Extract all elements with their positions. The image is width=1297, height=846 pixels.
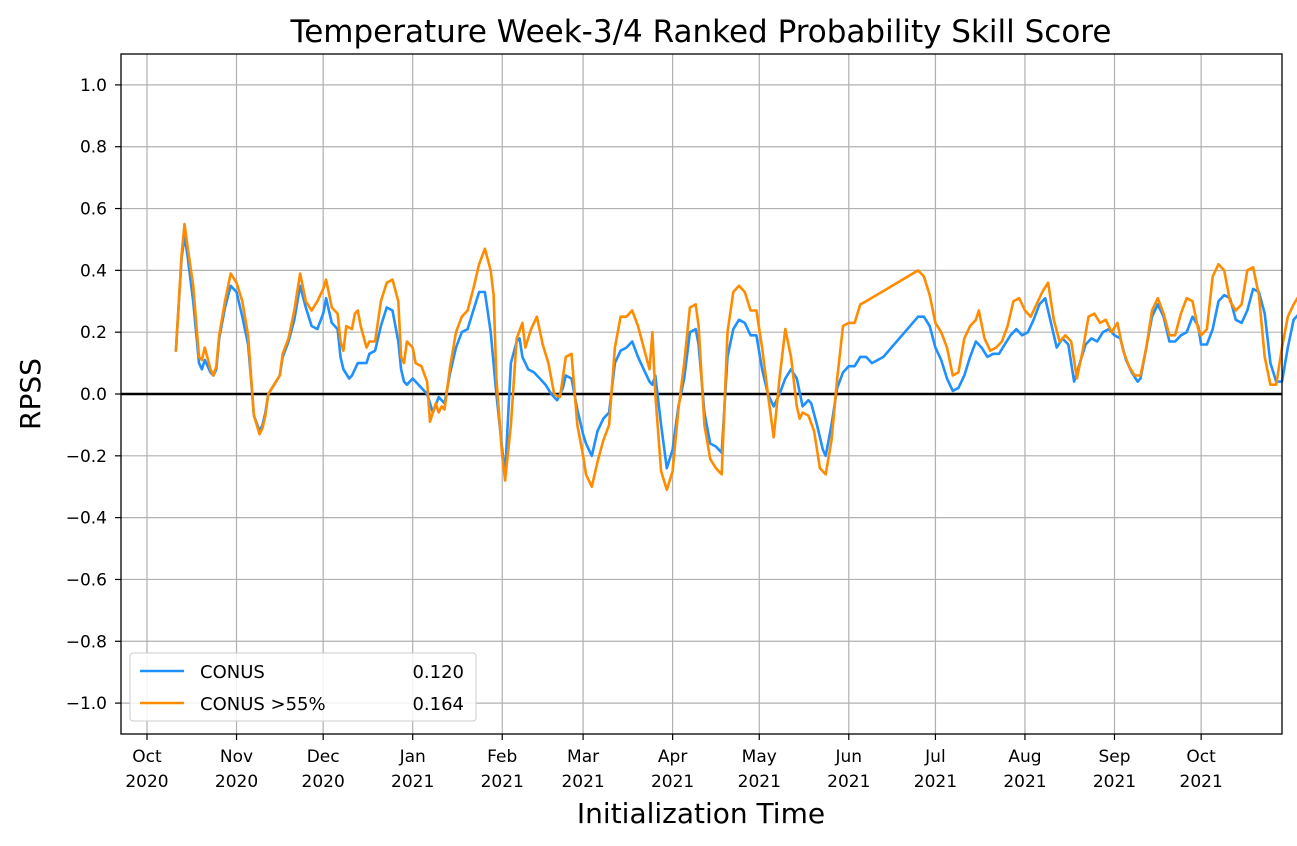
y-tick-label: −1.0 xyxy=(66,694,107,714)
y-tick-label: −0.2 xyxy=(66,447,107,467)
x-tick-label-year: 2021 xyxy=(914,772,957,792)
legend-box xyxy=(129,652,477,722)
x-tick-label-month: Sep xyxy=(1098,747,1130,767)
x-tick-label-year: 2021 xyxy=(1003,772,1046,792)
x-tick-label-year: 2021 xyxy=(827,772,870,792)
y-axis-label: RPSS xyxy=(14,358,47,430)
legend-label: CONUS >55% xyxy=(200,694,326,715)
x-tick-label-year: 2021 xyxy=(1093,772,1136,792)
x-tick-label-year: 2021 xyxy=(481,772,524,792)
x-tick-label-month: Aug xyxy=(1008,747,1041,767)
x-tick-label-month: Apr xyxy=(658,747,687,767)
y-tick-label: 0.4 xyxy=(80,261,107,281)
x-tick-label-year: 2021 xyxy=(561,772,604,792)
x-tick-label-month: Dec xyxy=(307,747,340,767)
x-tick-label-month: Oct xyxy=(132,747,162,767)
legend-value: 0.164 xyxy=(412,694,464,715)
y-tick-label: −0.8 xyxy=(66,632,107,652)
x-tick-label-month: Nov xyxy=(220,747,253,767)
x-tick-label-month: Jun xyxy=(835,747,863,767)
y-tick-label: 0.6 xyxy=(80,200,107,220)
y-tick-label: 0.0 xyxy=(80,385,107,405)
y-axis-ticks: −1.0 −0.8 −0.6 −0.4 −0.2 0.0 0.2 0.4 0.6 0.8 1.0 xyxy=(66,76,121,714)
y-tick-label: −0.6 xyxy=(66,570,107,590)
y-tick-label: 0.8 xyxy=(80,138,107,158)
x-tick-label-month: May xyxy=(742,747,777,767)
legend: CONUS 0.120 CONUS >55% 0.164 xyxy=(129,652,477,722)
chart-title: Temperature Week-3/4 Ranked Probability … xyxy=(290,14,1112,50)
legend-label: CONUS xyxy=(200,662,265,683)
x-tick-label-month: Mar xyxy=(567,747,599,767)
y-tick-label: −0.4 xyxy=(66,509,107,529)
y-tick-label: 1.0 xyxy=(80,76,107,96)
x-axis-label: Initialization Time xyxy=(577,797,825,830)
legend-value: 0.120 xyxy=(412,662,464,683)
x-tick-label-year: 2021 xyxy=(1180,772,1223,792)
x-tick-label-year: 2020 xyxy=(125,772,168,792)
series-lines xyxy=(174,222,1297,492)
x-tick-label-month: Jul xyxy=(924,747,946,767)
x-tick-label-month: Feb xyxy=(487,747,517,767)
series-line-conus-55 xyxy=(174,222,1297,492)
x-tick-label-year: 2020 xyxy=(302,772,345,792)
x-tick-label-year: 2021 xyxy=(738,772,781,792)
x-tick-label-year: 2020 xyxy=(215,772,258,792)
x-tick-label-month: Jan xyxy=(399,747,426,767)
x-tick-label-month: Oct xyxy=(1186,747,1216,767)
x-tick-label-year: 2021 xyxy=(651,772,694,792)
x-tick-label-year: 2021 xyxy=(391,772,434,792)
y-tick-label: 0.2 xyxy=(80,323,107,343)
x-axis-ticks: Oct 2020 Nov 2020 Dec 2020 Jan 2021 Feb 2021 Mar 20… xyxy=(125,734,1223,792)
